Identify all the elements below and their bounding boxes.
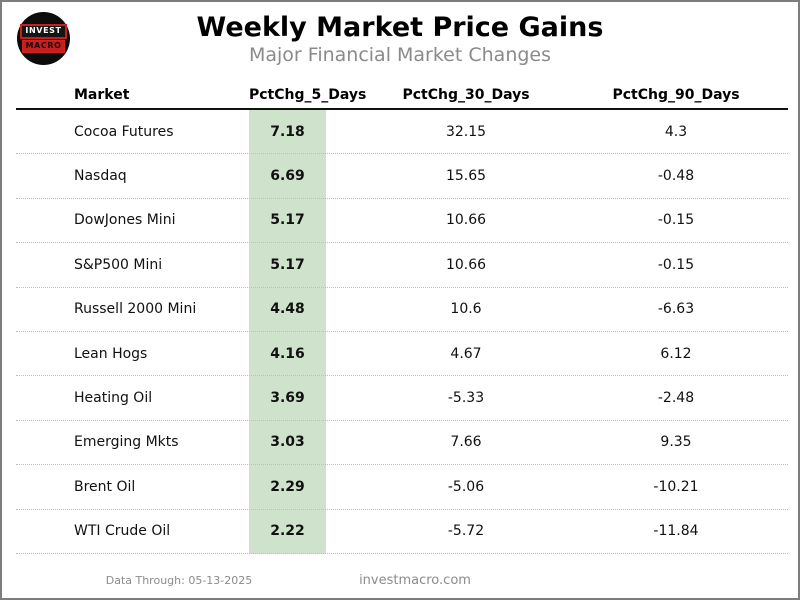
chg90-cell: -0.15: [657, 212, 695, 229]
table-row: Russell 2000 Mini 4.48 10.6 -6.63: [16, 288, 788, 332]
table-row: Heating Oil 3.69 -5.33 -2.48: [16, 376, 788, 421]
chg30-cell: 10.66: [445, 212, 487, 229]
chg30-cell: -5.72: [447, 523, 485, 540]
market-cell: Russell 2000 Mini: [74, 301, 197, 318]
market-cell: WTI Crude Oil: [74, 523, 171, 540]
market-table: Market PctChg_5_Days PctChg_30_Days PctC…: [16, 82, 788, 554]
chg5-cell: 4.16: [270, 345, 305, 362]
chg90-cell: -10.21: [653, 478, 699, 495]
chg5-cell: 2.22: [270, 523, 305, 540]
chg90-cell: -11.84: [653, 523, 699, 540]
page-subtitle: Major Financial Market Changes: [248, 44, 552, 67]
market-cell: Brent Oil: [74, 478, 136, 495]
chg90-cell: -0.15: [657, 256, 695, 273]
table-row: Lean Hogs 4.16 4.67 6.12: [16, 332, 788, 377]
title-block: Weekly Market Price Gains Major Financia…: [2, 12, 798, 68]
market-cell: Heating Oil: [74, 390, 153, 407]
chg5-cell: 7.18: [270, 123, 305, 140]
table-row: Cocoa Futures 7.18 32.15 4.3: [16, 110, 788, 155]
logo-invest-text: INVEST: [20, 24, 67, 39]
table-row: Emerging Mkts 3.03 7.66 9.35: [16, 421, 788, 466]
chg90-cell: 6.12: [660, 345, 692, 362]
data-through-label: Data Through: 05-13-2025: [105, 574, 253, 587]
chg30-cell: 7.66: [450, 434, 482, 451]
market-cell: Cocoa Futures: [74, 123, 174, 140]
table-row: Brent Oil 2.29 -5.06 -10.21: [16, 465, 788, 510]
chg90-cell: -6.63: [657, 301, 695, 318]
chg90-cell: 4.3: [664, 123, 688, 140]
chg30-cell: 32.15: [445, 123, 487, 140]
website-label: investmacro.com: [359, 573, 471, 588]
chg5-cell: 2.29: [270, 478, 305, 495]
chg5-cell: 3.03: [270, 434, 305, 451]
column-header-market: Market: [74, 87, 130, 103]
logo-macro-text: MACRO: [21, 40, 66, 53]
chg90-cell: -2.48: [657, 390, 695, 407]
market-cell: Emerging Mkts: [74, 434, 179, 451]
market-cell: DowJones Mini: [74, 212, 176, 229]
chg30-cell: 15.65: [445, 168, 487, 185]
table-header-row: Market PctChg_5_Days PctChg_30_Days PctC…: [16, 82, 788, 110]
chg30-cell: -5.33: [447, 390, 485, 407]
highlight-column-band: [249, 110, 326, 554]
market-cell: Nasdaq: [74, 168, 127, 185]
column-header-pctchg-90-days: PctChg_90_Days: [612, 87, 740, 103]
chg90-cell: -0.48: [657, 168, 695, 185]
table-row: Nasdaq 6.69 15.65 -0.48: [16, 154, 788, 199]
market-cell: S&P500 Mini: [74, 256, 163, 273]
chg5-cell: 5.17: [270, 212, 305, 229]
column-header-pctchg-30-days: PctChg_30_Days: [402, 87, 530, 103]
chg30-cell: 10.6: [450, 301, 482, 318]
table-row: DowJones Mini 5.17 10.66 -0.15: [16, 199, 788, 244]
chg5-cell: 3.69: [270, 390, 305, 407]
chg5-cell: 5.17: [270, 256, 305, 273]
market-cell: Lean Hogs: [74, 345, 148, 362]
page-title: Weekly Market Price Gains: [196, 12, 604, 43]
chg5-cell: 4.48: [270, 301, 305, 318]
investmacro-logo-icon: INVEST MACRO: [17, 12, 70, 65]
chg90-cell: 9.35: [660, 434, 692, 451]
chg30-cell: -5.06: [447, 478, 485, 495]
table-row: S&P500 Mini 5.17 10.66 -0.15: [16, 243, 788, 288]
chg5-cell: 6.69: [270, 168, 305, 185]
column-header-pctchg-5-days: PctChg_5_Days: [249, 87, 367, 103]
chg30-cell: 10.66: [445, 256, 487, 273]
table-row: WTI Crude Oil 2.22 -5.72 -11.84: [16, 510, 788, 554]
chg30-cell: 4.67: [450, 345, 482, 362]
